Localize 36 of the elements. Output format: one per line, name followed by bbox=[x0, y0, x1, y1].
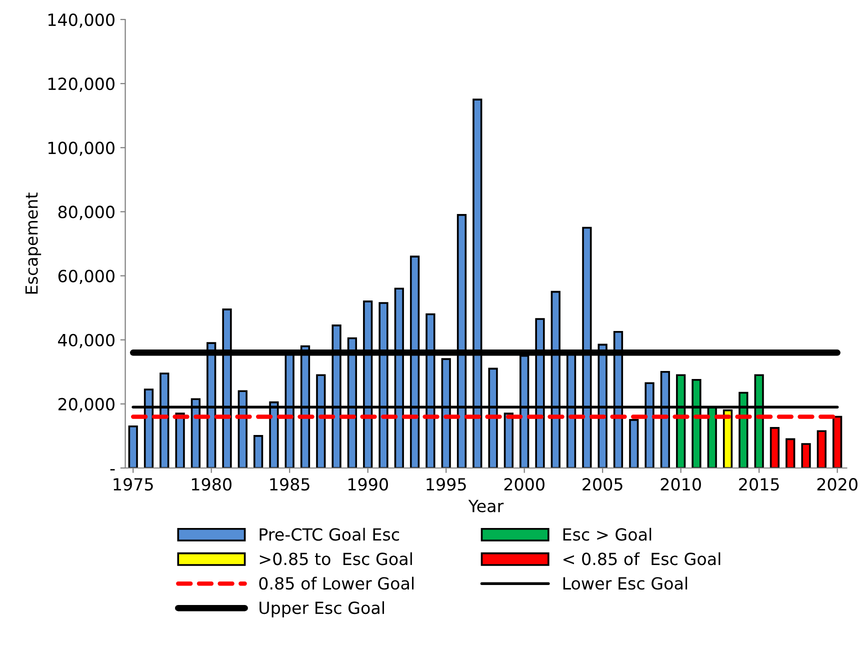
x-tick-label: 1990 bbox=[348, 478, 388, 491]
x-tick-label: 1985 bbox=[270, 478, 310, 491]
bar bbox=[801, 443, 811, 468]
y-tick-label: 60,000 bbox=[58, 270, 114, 284]
x-tick-label: 2005 bbox=[582, 478, 622, 491]
y-tick-label: 40,000 bbox=[58, 334, 114, 348]
bar bbox=[770, 427, 780, 468]
x-tick-label: 1975 bbox=[114, 478, 153, 491]
bar bbox=[128, 425, 138, 468]
legend-label: < 0.85 of Esc Goal bbox=[564, 552, 720, 566]
legend-label: 0.85 of Lower Goal bbox=[259, 576, 414, 590]
y-tick-label: - bbox=[110, 469, 115, 470]
y-tick-label: 120,000 bbox=[48, 78, 114, 92]
legend-label: >0.85 to Esc Goal bbox=[260, 552, 412, 566]
bar bbox=[816, 430, 826, 468]
y-tick-label: 80,000 bbox=[58, 206, 114, 220]
x-tick-label: 2010 bbox=[660, 478, 701, 491]
legend-label: Lower Esc Goal bbox=[563, 576, 688, 590]
bar bbox=[253, 435, 264, 468]
y-tick-label: 20,000 bbox=[58, 398, 114, 412]
x-tick-label: 1980 bbox=[192, 478, 232, 491]
bar bbox=[786, 438, 796, 468]
x-tick-label: 2020 bbox=[817, 478, 858, 491]
bar bbox=[175, 412, 185, 468]
bar bbox=[504, 412, 514, 468]
bar bbox=[629, 419, 639, 468]
y-tick-label: 100,000 bbox=[48, 142, 114, 156]
x-axis-title: Year bbox=[468, 500, 504, 512]
legend-label: Upper Esc Goal bbox=[260, 601, 384, 618]
y-axis-title: Escapement bbox=[25, 192, 42, 294]
y-tick-label: 140,000 bbox=[48, 13, 114, 28]
legend-label: Esc > Goal bbox=[563, 528, 652, 541]
x-tick-label: 1995 bbox=[426, 478, 466, 491]
x-tick-label: 2015 bbox=[739, 478, 779, 491]
legend-label: Pre-CTC Goal Esc bbox=[260, 528, 400, 541]
x-tick-label: 2000 bbox=[504, 478, 544, 491]
